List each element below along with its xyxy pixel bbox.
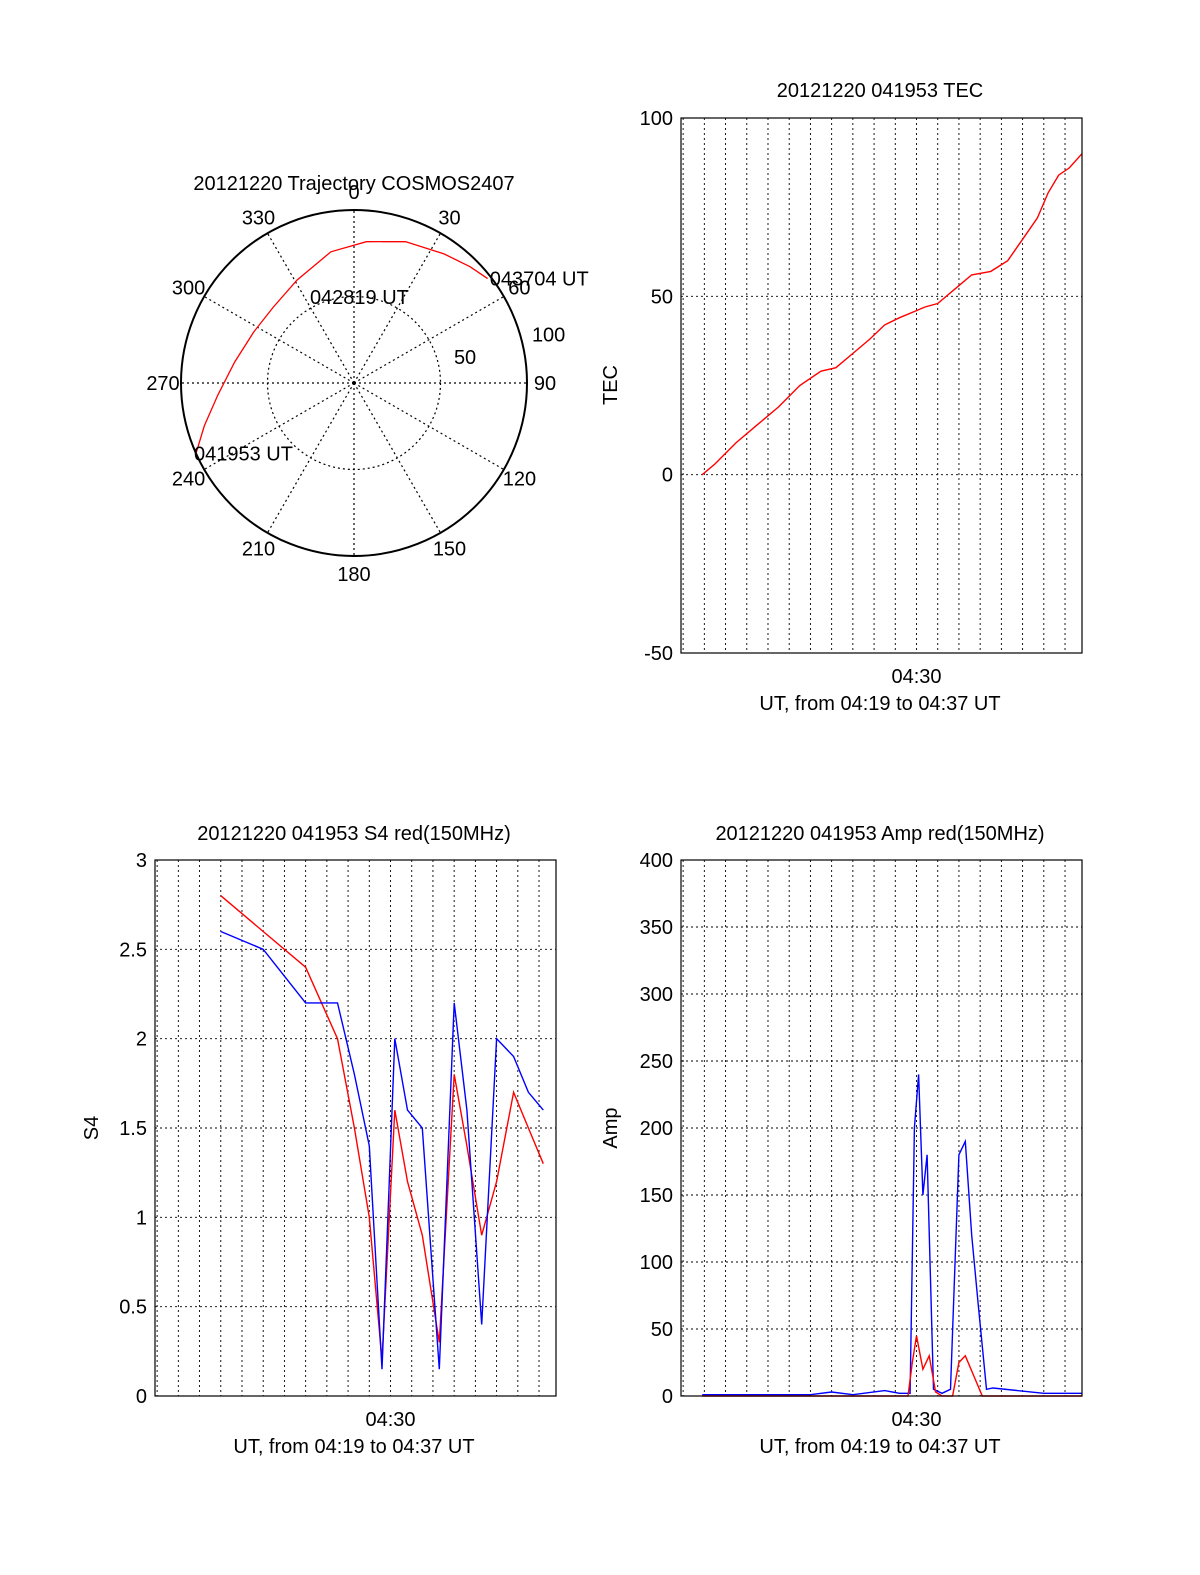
s4-panel: 20121220 041953 S4 red(150MHz) UT, from …: [81, 823, 557, 1458]
polar-title: 20121220 Trajectory COSMOS2407: [193, 173, 514, 195]
plot-frame: [154, 859, 557, 1397]
polar-grid: [180, 209, 528, 557]
y-tick-label: 2: [136, 1029, 147, 1051]
amp-xlabel: UT, from 04:19 to 04:37 UT: [759, 1436, 1000, 1458]
y-tick-label: 250: [640, 1051, 673, 1073]
polar-annotation: 041953 UT: [194, 443, 293, 465]
amp-panel: 20121220 041953 Amp red(150MHz) UT, from…: [600, 823, 1083, 1458]
polar-track-line: [195, 240, 488, 454]
polar-spoke-240: [203, 382, 355, 471]
series-line-1: [702, 1335, 1082, 1397]
s4-xlabel: UT, from 04:19 to 04:37 UT: [233, 1436, 474, 1458]
series-line-0: [702, 1074, 1082, 1396]
y-tick-label: 100: [640, 108, 673, 130]
y-tick-label: 200: [640, 1118, 673, 1140]
polar-azimuth-labels: 0 30 60 90 120 150 180 210 240 270 300 330: [146, 182, 556, 586]
y-tick-label: 100: [640, 1252, 673, 1274]
polar-radial-labels: 50 100: [454, 325, 565, 369]
y-tick-label: 0.5: [119, 1297, 147, 1319]
polar-azimuth-label: 120: [503, 469, 536, 491]
polar-azimuth-label: 210: [242, 538, 275, 560]
polar-annotation: 043704 UT: [490, 268, 589, 290]
polar-outer-circle: [180, 209, 528, 557]
polar-spoke-300: [203, 295, 355, 384]
y-tick-label: 0: [662, 465, 673, 487]
polar-azimuth-label: 270: [146, 373, 179, 395]
series-line-0: [220, 895, 544, 1361]
polar-radial-label: 100: [532, 325, 565, 347]
polar-azimuth-label: 330: [242, 208, 275, 230]
y-tick-label: 50: [651, 286, 673, 308]
y-tick-label: 3: [136, 850, 147, 872]
tec-title: 20121220 041953 TEC: [777, 80, 983, 102]
y-tick-label: 0: [136, 1386, 147, 1408]
polar-azimuth-label: 30: [438, 208, 460, 230]
polar-azimuth-label: 240: [172, 469, 205, 491]
polar-azimuth-label: 150: [433, 538, 466, 560]
polar-track: [195, 240, 488, 454]
polar-azimuth-label: 90: [534, 373, 556, 395]
y-tick-label: 300: [640, 984, 673, 1006]
y-tick-label: 0: [662, 1386, 673, 1408]
x-tick-label: 04:30: [365, 1409, 415, 1431]
s4-ylabel: S4: [81, 1116, 103, 1140]
plot-frame: [680, 117, 1083, 654]
tec-panel: 20121220 041953 TEC UT, from 04:19 to 04…: [600, 80, 1083, 715]
polar-spoke-120: [353, 382, 505, 471]
polar-spoke-210: [266, 382, 355, 534]
polar-spoke-150: [353, 382, 442, 534]
tec-xlabel: UT, from 04:19 to 04:37 UT: [759, 693, 1000, 715]
tec-ylabel: TEC: [600, 365, 622, 405]
polar-spoke-30: [353, 232, 442, 384]
y-tick-label: 150: [640, 1185, 673, 1207]
y-tick-label: 2.5: [119, 939, 147, 961]
y-tick-label: 1.5: [119, 1118, 147, 1140]
amp-ylabel: Amp: [600, 1107, 622, 1148]
amp-title: 20121220 041953 Amp red(150MHz): [715, 823, 1044, 845]
polar-spoke-60: [353, 295, 505, 384]
y-tick-label: 1: [136, 1207, 147, 1229]
polar-annotations: 043704 UT 042819 UT 041953 UT: [194, 268, 589, 465]
y-tick-label: 350: [640, 917, 673, 939]
polar-azimuth-label: 180: [337, 564, 370, 586]
series-line-1: [220, 930, 544, 1370]
x-tick-label: 04:30: [891, 666, 941, 688]
polar-trajectory-panel: 20121220 Trajectory COSMOS2407 0 30 60 90 12…: [146, 173, 588, 586]
polar-azimuth-label: 300: [172, 278, 205, 300]
polar-spoke-330: [266, 232, 355, 384]
series-line-0: [701, 153, 1083, 476]
x-tick-label: 04:30: [891, 1409, 941, 1431]
y-tick-label: -50: [644, 643, 673, 665]
y-tick-label: 400: [640, 850, 673, 872]
polar-radial-label: 50: [454, 347, 476, 369]
y-tick-label: 50: [651, 1319, 673, 1341]
polar-azimuth-label: 0: [348, 182, 359, 204]
s4-title: 20121220 041953 S4 red(150MHz): [197, 823, 511, 845]
polar-annotation: 042819 UT: [310, 287, 409, 309]
plot-frame: [680, 859, 1083, 1397]
polar-azimuth-label: 60: [508, 278, 530, 300]
